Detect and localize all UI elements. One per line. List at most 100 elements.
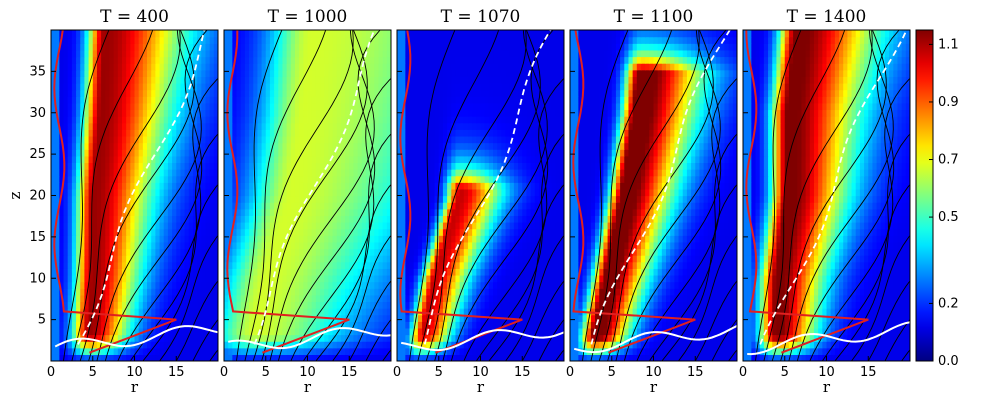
- field-line: [488, 183, 564, 361]
- field-line: [442, 30, 548, 361]
- x-tick-label: 15: [514, 365, 531, 380]
- panel-title: T = 1000: [268, 7, 348, 27]
- white-contour: [54, 325, 218, 348]
- field-line: [780, 30, 887, 361]
- white-contour: [747, 321, 910, 356]
- field-line: [809, 77, 910, 361]
- field-line: [79, 30, 181, 361]
- x-tick-label: 15: [341, 365, 358, 380]
- field-line: [417, 30, 500, 361]
- x-tick-label: 15: [687, 365, 704, 380]
- field-line: [788, 30, 894, 361]
- white-contour: [573, 325, 737, 354]
- x-tick-label: 0: [739, 365, 747, 380]
- panel-1: T = 400 0 5 10 15 r 5 10 15 20 25 30 35 z: [6, 7, 219, 396]
- panel-title: T = 1100: [614, 7, 694, 27]
- field-line: [582, 30, 629, 361]
- y-tick-label: 35: [29, 64, 46, 79]
- x-tick-label: 10: [126, 365, 143, 380]
- field-line: [763, 30, 846, 361]
- field-line: [771, 30, 873, 361]
- colorbar-tick-label: 0.5: [938, 210, 959, 225]
- field-line: [117, 77, 218, 361]
- white-dashed-contour: [590, 30, 731, 345]
- x-tick-label: 0: [47, 365, 55, 380]
- contour-lines: [399, 30, 564, 361]
- x-tick-label: 5: [262, 365, 270, 380]
- field-line: [63, 30, 110, 361]
- field-line: [96, 30, 202, 361]
- field-line: [244, 30, 327, 361]
- field-line: [315, 183, 391, 361]
- heatmap-field: [397, 30, 564, 361]
- x-axis-label: r: [477, 378, 485, 396]
- field-line: [71, 30, 154, 361]
- field-line: [129, 133, 218, 361]
- x-tick-label: 15: [168, 365, 185, 380]
- field-line: [425, 30, 527, 361]
- y-tick-label: 20: [29, 189, 46, 204]
- x-tick-label: 10: [818, 365, 835, 380]
- field-line: [607, 30, 714, 361]
- field-line: [409, 30, 456, 361]
- red-contour: [399, 30, 523, 354]
- field-line: [142, 183, 218, 361]
- x-tick-label: 10: [299, 365, 316, 380]
- x-tick-label: 0: [393, 365, 401, 380]
- y-tick-label: 15: [29, 230, 46, 245]
- field-line: [104, 30, 208, 361]
- y-tick-label: 30: [29, 106, 46, 121]
- x-tick-label: 5: [89, 365, 97, 380]
- heatmap-field: [570, 30, 737, 361]
- contour-lines: [226, 30, 391, 361]
- heatmap-field: [743, 30, 910, 361]
- field-line: [796, 30, 900, 361]
- y-tick-label: 10: [29, 271, 46, 286]
- field-line: [648, 133, 737, 361]
- field-line: [694, 280, 737, 361]
- field-line: [332, 234, 391, 361]
- white-dashed-contour: [423, 30, 552, 345]
- field-line: [505, 234, 564, 361]
- white-contour: [401, 329, 564, 352]
- y-tick-label: 25: [29, 147, 46, 162]
- x-tick-label: 10: [645, 365, 662, 380]
- colorbar-tick-label: 0.7: [938, 153, 959, 168]
- heatmap-field: [224, 30, 391, 361]
- field-line: [636, 77, 737, 361]
- panel-title: T = 1070: [441, 7, 521, 27]
- red-contour: [572, 30, 696, 354]
- contour-lines: [745, 30, 910, 361]
- x-axis-label: r: [823, 378, 831, 396]
- field-line: [88, 30, 195, 361]
- y-axis-label: z: [6, 191, 24, 199]
- field-line: [475, 133, 564, 361]
- colorbar-tick-label: 0.2: [938, 296, 959, 311]
- field-line: [521, 280, 564, 361]
- x-tick-label: 5: [608, 365, 616, 380]
- field-line: [269, 30, 375, 361]
- red-contour: [226, 30, 350, 354]
- panel-title: T = 400: [100, 7, 169, 27]
- field-line: [236, 30, 283, 361]
- field-line: [661, 183, 737, 361]
- x-axis-label: r: [304, 378, 312, 396]
- colorbar-tick-label: 0.0: [938, 354, 959, 369]
- field-line: [755, 30, 802, 361]
- panel-2: T = 1000 0 5 10 15 r: [220, 7, 392, 396]
- x-tick-label: 0: [566, 365, 574, 380]
- field-line: [867, 280, 910, 361]
- x-tick-label: 0: [220, 365, 228, 380]
- field-line: [615, 30, 721, 361]
- field-line: [678, 234, 737, 361]
- x-tick-label: 5: [781, 365, 789, 380]
- colorbar-gradient: [915, 29, 934, 362]
- x-tick-label: 15: [860, 365, 877, 380]
- field-line: [302, 133, 391, 361]
- panel-3: T = 1070 0 5 10 15 r: [393, 7, 565, 396]
- white-dashed-contour: [759, 30, 908, 345]
- red-contour: [745, 30, 869, 354]
- contour-lines: [53, 30, 218, 361]
- field-line: [290, 77, 391, 361]
